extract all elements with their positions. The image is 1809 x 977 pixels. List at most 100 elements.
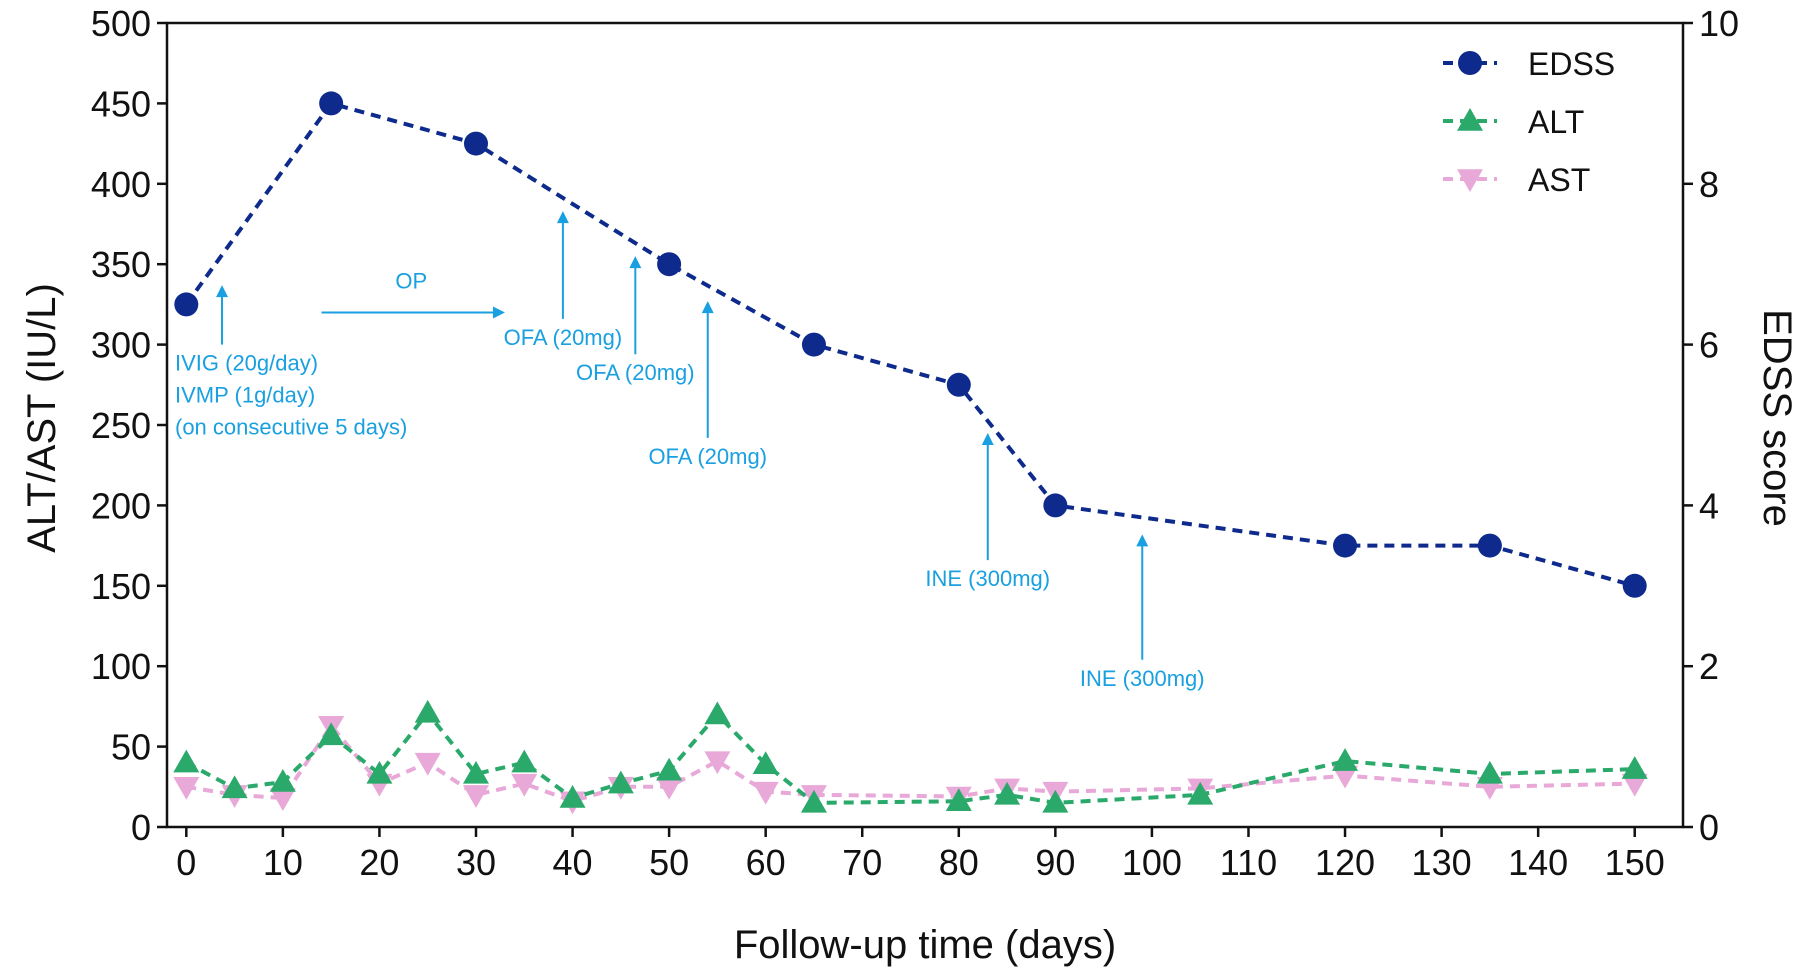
alt-point <box>366 760 393 784</box>
annotation-label: OFA (20mg) <box>504 325 623 350</box>
ast-point <box>1621 773 1648 797</box>
annotation-label: INE (300mg) <box>1080 666 1205 691</box>
y-left-tick-label: 500 <box>91 3 151 44</box>
x-tick-label: 70 <box>842 842 882 883</box>
alt-point <box>752 751 779 775</box>
annotation-label: OP <box>395 268 427 293</box>
ast-point <box>414 752 441 776</box>
y-left-tick-label: 450 <box>91 83 151 124</box>
x-tick-label: 140 <box>1508 842 1568 883</box>
y-left-tick-label: 50 <box>111 727 151 768</box>
alt-point <box>511 749 538 773</box>
alt-point <box>607 770 634 794</box>
annotation-arrow-head <box>981 433 994 446</box>
annotation-label: OFA (20mg) <box>576 360 695 385</box>
alt-point <box>656 757 683 781</box>
y-right-tick-label: 0 <box>1699 807 1719 848</box>
edss-point <box>1043 493 1068 518</box>
annotation-arrow-head <box>629 256 642 269</box>
annotation-ine2: INE (300mg) <box>1080 534 1205 691</box>
legend-label: ALT <box>1528 104 1584 140</box>
edss-point <box>1622 573 1647 598</box>
y-left-tick-label: 400 <box>91 164 151 205</box>
alt-point <box>462 760 489 784</box>
y-left-tick-label: 0 <box>131 807 151 848</box>
annotation-ivig: IVIG (20g/day) IVMP (1g/day) (on consecuti… <box>175 285 407 440</box>
alt-point <box>318 722 345 746</box>
annotation-ofa3: OFA (20mg) <box>648 301 767 469</box>
alt-point <box>1621 756 1648 779</box>
y-right-tick-label: 2 <box>1699 646 1719 687</box>
x-axis-title: Follow-up time (days) <box>734 923 1116 967</box>
annotation-label: IVIG (20g/day) <box>175 351 318 376</box>
y-left-tick-label: 200 <box>91 485 151 526</box>
alt-point <box>1042 789 1069 813</box>
ast-point <box>656 777 683 800</box>
edss-point <box>1477 533 1502 558</box>
annotation-label: OFA (20mg) <box>648 444 767 469</box>
x-tick-label: 90 <box>1035 842 1075 883</box>
ast-point <box>1332 765 1359 789</box>
x-tick-label: 130 <box>1412 842 1472 883</box>
legend-marker <box>1457 169 1483 192</box>
edss-point <box>946 372 971 397</box>
x-tick-label: 20 <box>359 842 399 883</box>
x-tick-label: 110 <box>1220 842 1277 883</box>
series-line-alt <box>185 709 1635 805</box>
series-alt <box>173 699 1648 813</box>
series-layer <box>173 91 1648 815</box>
alt-point <box>173 749 200 773</box>
series-ast <box>173 715 1648 815</box>
x-tick-label: 40 <box>553 842 593 883</box>
ast-point <box>704 751 731 775</box>
ticks-layer: 0 10 20 30 40 50 60 70 80 90 100 110 120 130 140 150050… <box>91 3 1739 883</box>
ast-point <box>173 777 200 800</box>
annotation-arrow-head <box>216 285 229 298</box>
alt-point <box>800 789 827 813</box>
edss-point <box>801 332 826 357</box>
annotation-arrow-head <box>556 211 569 224</box>
x-tick-label: 150 <box>1605 842 1665 883</box>
alt-point <box>994 781 1021 805</box>
y-right-tick-label: 6 <box>1699 325 1719 366</box>
series-line-edss <box>184 101 1636 588</box>
y-left-tick-label: 300 <box>91 325 151 366</box>
x-tick-label: 30 <box>456 842 496 883</box>
annotation-layer: IVIG (20g/day) IVMP (1g/day) (on consecuti… <box>175 211 1205 691</box>
ast-point <box>462 785 489 808</box>
y-left-tick-label: 350 <box>91 244 151 285</box>
annotation-label: INE (300mg) <box>925 566 1050 591</box>
legend-label: EDSS <box>1528 46 1615 82</box>
alt-point <box>221 775 248 799</box>
annotation-label: IVMP (1g/day) <box>175 383 315 408</box>
y-left-tick-label: 100 <box>91 646 151 687</box>
annotation-ofa2: OFA (20mg) <box>576 256 695 385</box>
y-right-axis-title: EDSS score <box>1755 309 1799 527</box>
annotation-ofa1: OFA (20mg) <box>504 211 623 350</box>
y-left-axis-title: ALT/AST (IU/L) <box>20 283 64 553</box>
legend-item-edss: EDSS <box>1443 46 1615 82</box>
plot-frame <box>165 21 1685 829</box>
alt-point <box>704 701 731 725</box>
alt-point <box>945 788 972 812</box>
edss-point <box>657 252 682 277</box>
annotation-arrow-head <box>1136 534 1149 547</box>
y-right-tick-label: 4 <box>1699 485 1719 526</box>
legend-item-ast: AST <box>1443 162 1590 198</box>
series-line-ast <box>185 722 1635 804</box>
edss-point <box>174 292 199 317</box>
annotation-arrow-head <box>701 301 714 314</box>
x-tick-label: 50 <box>649 842 689 883</box>
y-right-tick-label: 10 <box>1699 3 1739 44</box>
annotation-op: OP <box>321 268 505 319</box>
legend: EDSS ALT AST <box>1443 46 1615 198</box>
x-tick-label: 0 <box>176 842 196 883</box>
x-tick-label: 120 <box>1315 842 1375 883</box>
ast-point <box>752 781 779 805</box>
legend-marker <box>1457 108 1483 131</box>
y-left-tick-label: 250 <box>91 405 151 446</box>
y-right-tick-label: 8 <box>1699 164 1719 205</box>
alt-point <box>559 785 586 808</box>
annotation-label: (on consecutive 5 days) <box>175 415 407 440</box>
